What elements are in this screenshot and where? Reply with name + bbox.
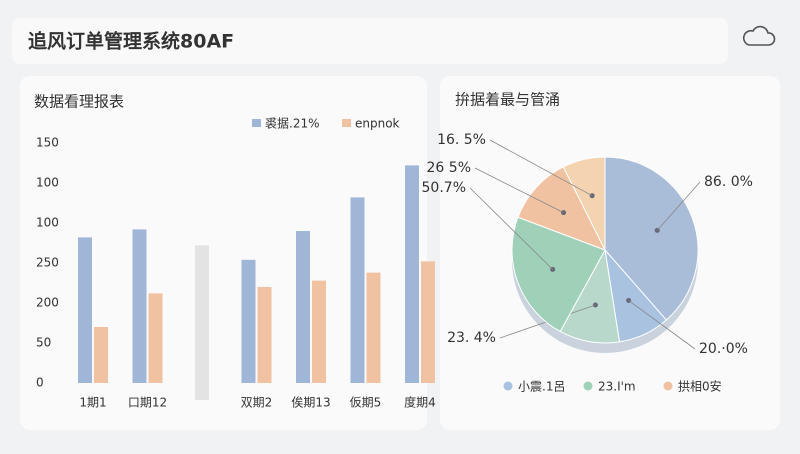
cloud-icon[interactable] [742,25,776,46]
data-label: 50.7% [422,180,466,196]
data-label: 23. 4% [447,330,496,346]
y-tick-label: 100 [36,176,59,190]
bar [132,229,147,383]
bar [405,165,419,383]
bar [148,293,163,383]
legend-label: 23.I'm [598,380,636,394]
leader-line [469,187,553,270]
x-tick-label: 双期2 [241,396,273,410]
card-title: 拚据着最与管涌 [455,91,560,109]
leader-line [489,139,593,197]
y-tick-label: 0 [36,376,44,390]
header-bar [12,18,728,64]
legend-swatch [583,381,593,391]
pie-slice [604,156,699,321]
x-tick-label: 仮期5 [350,396,382,410]
bar [366,272,381,383]
card-title: 数据看理报表 [34,93,124,111]
data-label: 20.·0% [699,341,748,357]
pie-slice [517,166,607,251]
bar [78,237,92,383]
legend-swatch [503,381,513,391]
legend-label: 小震.1呂 [518,380,565,394]
y-tick-label: 150 [36,136,59,150]
y-tick-label: 100 [36,216,59,230]
legend-swatch [663,381,673,391]
app-title: 追风订单管理系统80AF [28,30,234,53]
leader-line [656,181,701,231]
pie-slice [562,156,606,251]
x-tick-label: 度期4 [404,395,436,410]
y-tick-label: 200 [36,296,59,310]
x-tick-label: 1期1 [79,396,106,410]
y-tick-label: 50 [36,336,51,350]
data-label: 86. 0% [704,174,753,190]
data-label: 26 5% [427,160,471,176]
bar [421,261,435,383]
bar [350,197,365,383]
legend-label: 裘据.21% [265,117,320,131]
y-tick-label: 250 [36,256,59,270]
legend-swatch [342,119,351,127]
data-label: 16. 5% [437,132,486,148]
legend-label: enpnok [355,117,400,131]
bar [241,259,256,383]
legend-label: 拱相0安 [678,379,722,394]
bar [257,287,272,383]
legend-swatch [252,119,261,127]
bar [312,280,326,383]
leader-line [474,167,564,214]
bar [296,231,310,383]
x-tick-label: 俟期13 [291,396,330,410]
x-tick-label: 口期12 [128,396,167,410]
bar [195,245,209,400]
leader-line [628,300,696,350]
pie-slice [511,216,606,333]
bar [94,327,108,383]
